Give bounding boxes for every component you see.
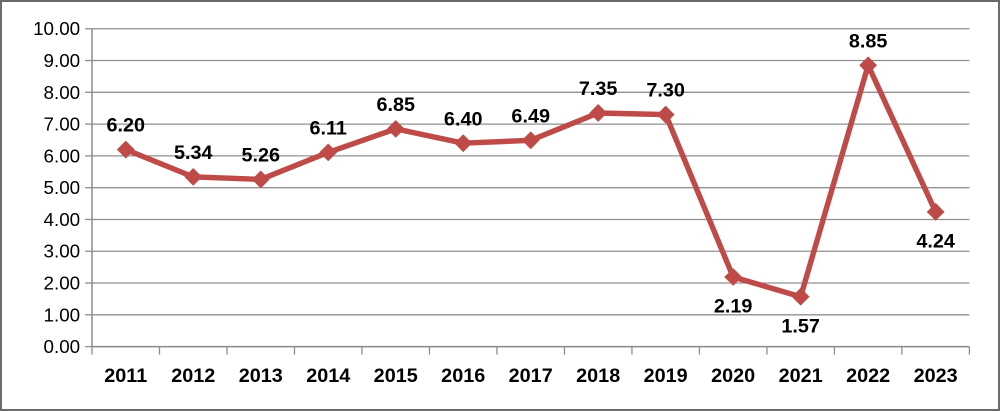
y-axis-tick-label: 0.00	[44, 336, 81, 357]
x-axis-tick-label: 2019	[644, 365, 688, 387]
y-axis-tick-label: 1.00	[44, 304, 81, 325]
x-axis-tick-label: 2017	[509, 365, 553, 387]
data-point-label: 6.11	[310, 118, 347, 140]
series-line	[123, 62, 939, 300]
data-point-marker	[724, 268, 743, 286]
data-point-marker	[589, 104, 608, 122]
y-axis-tick-label: 10.00	[33, 18, 80, 39]
data-point-marker	[251, 170, 270, 189]
y-axis-tick-label: 2.00	[44, 273, 81, 294]
x-axis-tick-label: 2015	[374, 365, 418, 387]
y-axis-tick-label: 5.00	[44, 177, 81, 198]
data-point-marker	[454, 134, 473, 153]
data-point-label: 6.85	[376, 94, 415, 116]
y-axis-tick-label: 3.00	[44, 241, 81, 262]
y-axis-tick-label: 8.00	[44, 82, 81, 103]
x-axis-tick-label: 2014	[306, 365, 350, 387]
data-point-label: 5.34	[174, 142, 213, 164]
y-axis-tick-label: 4.00	[44, 209, 81, 230]
x-axis-tick-label: 2020	[711, 365, 755, 387]
x-axis-tick-label: 2013	[239, 365, 283, 387]
data-point-label: 7.30	[646, 80, 685, 102]
x-axis-tick-label: 2011	[104, 365, 147, 387]
data-point-marker	[926, 202, 945, 221]
data-point-marker	[386, 119, 405, 138]
x-axis-tick-label: 2023	[914, 365, 958, 387]
data-point-label: 8.85	[849, 30, 888, 52]
data-point-marker	[184, 167, 203, 186]
data-point-label: 7.35	[579, 78, 618, 100]
data-point-label: 5.26	[241, 145, 280, 167]
data-point-label: 6.40	[444, 108, 483, 130]
x-axis-tick-label: 2016	[441, 365, 485, 387]
x-axis-tick-label: 2022	[846, 365, 890, 387]
data-point-marker	[859, 56, 878, 75]
data-point-label: 6.49	[511, 105, 550, 127]
y-axis-tick-label: 6.00	[44, 145, 81, 166]
data-point-label: 6.20	[106, 115, 145, 137]
data-point-marker	[791, 287, 810, 306]
data-point-marker	[116, 140, 135, 159]
y-axis-tick-label: 7.00	[44, 114, 81, 135]
x-axis-tick-label: 2021	[779, 365, 823, 387]
y-axis-tick-label: 9.00	[44, 50, 81, 71]
data-point-marker	[656, 105, 675, 124]
data-point-label: 1.57	[781, 315, 820, 337]
x-axis-tick-label: 2018	[576, 365, 620, 387]
x-axis-tick-label: 2012	[171, 365, 215, 387]
data-point-marker	[521, 131, 540, 150]
data-point-label: 4.24	[916, 230, 955, 252]
data-point-label: 2.19	[714, 296, 753, 318]
data-point-marker	[319, 143, 338, 162]
